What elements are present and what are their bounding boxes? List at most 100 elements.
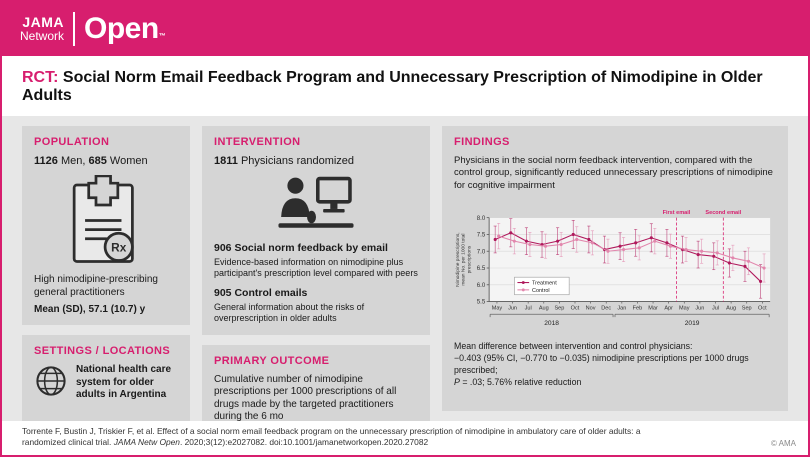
- citation: Torrente F, Bustin J, Triskier F, et al.…: [22, 426, 662, 448]
- svg-text:2018: 2018: [544, 320, 559, 327]
- svg-text:May: May: [679, 305, 690, 311]
- findings-panel: FINDINGS Physicians in the social norm f…: [442, 126, 788, 412]
- svg-text:Nimodipine prescriptions,: Nimodipine prescriptions,: [455, 232, 461, 287]
- randomized-label: Physicians randomized: [240, 155, 355, 167]
- intervention-panel: INTERVENTION 1811 Physicians randomized: [202, 126, 430, 335]
- trademark-symbol: ™: [158, 33, 166, 40]
- svg-text:6.0: 6.0: [477, 282, 486, 289]
- article-title: RCT: Social Norm Email Feedback Program …: [2, 56, 808, 116]
- svg-text:2019: 2019: [685, 320, 700, 327]
- intervention-heading: INTERVENTION: [214, 136, 301, 148]
- primary-outcome-text: Cumulative number of nimodipine prescrip…: [214, 373, 397, 422]
- svg-text:Apr: Apr: [664, 305, 673, 311]
- settings-panel: SETTINGS / LOCATIONS National health car…: [22, 335, 190, 422]
- study-type-tag: RCT:: [22, 69, 59, 86]
- svg-text:Oct: Oct: [758, 305, 767, 311]
- settings-heading: SETTINGS / LOCATIONS: [34, 345, 171, 357]
- p-value-symbol: P: [454, 376, 460, 387]
- svg-text:Dec: Dec: [601, 305, 611, 311]
- group2-description: General information about the risks of o…: [214, 301, 365, 324]
- svg-text:Jul: Jul: [712, 305, 719, 311]
- copyright-notice: © AMA: [770, 439, 796, 448]
- women-label: Women: [109, 155, 148, 167]
- svg-text:Aug: Aug: [539, 305, 549, 311]
- intervention-group-1: 906 Social norm feedback by email Eviden…: [214, 242, 418, 280]
- citation-journal: JAMA Netw Open: [113, 437, 180, 448]
- findings-summary: Physicians in the social norm feedback i…: [454, 155, 773, 191]
- svg-text:Nov: Nov: [586, 305, 596, 311]
- main-content: POPULATION 1126 Men, 685 Women R: [2, 116, 808, 422]
- brand-jama: JAMA: [22, 14, 65, 31]
- svg-text:Jul: Jul: [525, 305, 532, 311]
- population-icon-wrap: Rx: [34, 175, 178, 266]
- result-line-3: P = .03; 5.76% relative reduction: [454, 377, 776, 389]
- logo-wordmark: JAMA Network: [20, 15, 64, 42]
- findings-chart: 5.5 6.0 6.5 7.0 7.5 8.0 May Jun Jul Aug Sep Oct Nov D…: [454, 204, 776, 329]
- prescription-pad-icon: Rx: [72, 175, 134, 263]
- citation-text-1: Torrente F, Bustin J, Triskier F, et al.…: [22, 426, 641, 448]
- group1-count: 906: [214, 242, 232, 254]
- footer: Torrente F, Bustin J, Triskier F, et al.…: [2, 421, 808, 455]
- group1-description: Evidence-based information on nimodipine…: [214, 256, 418, 279]
- findings-heading: FINDINGS: [454, 136, 510, 148]
- settings-row: National health care system for older ad…: [34, 364, 178, 402]
- intervention-icon-wrap: [214, 175, 418, 234]
- intervention-group-2: 905 Control emails General information a…: [214, 287, 418, 325]
- svg-text:May: May: [492, 305, 503, 311]
- svg-text:Sep: Sep: [742, 305, 752, 311]
- brand-open-text: Open: [84, 12, 159, 45]
- primary-outcome-panel: PRIMARY OUTCOME Cumulative number of nim…: [202, 344, 430, 422]
- svg-text:mean No. per 1000 total: mean No. per 1000 total: [461, 234, 467, 286]
- result-line-2: −0.403 (95% CI, −0.770 to −0.035) nimodi…: [454, 352, 749, 375]
- svg-text:Aug: Aug: [726, 305, 736, 311]
- column-population: POPULATION 1126 Men, 685 Women R: [22, 126, 190, 422]
- svg-text:Jun: Jun: [508, 305, 517, 311]
- svg-text:Control: Control: [532, 288, 550, 294]
- population-heading: POPULATION: [34, 136, 110, 148]
- group1-label-line: 906 Social norm feedback by email: [214, 242, 418, 255]
- globe-icon: [36, 366, 66, 396]
- svg-text:6.5: 6.5: [477, 265, 486, 272]
- svg-text:7.0: 7.0: [477, 248, 486, 255]
- primary-outcome-heading: PRIMARY OUTCOME: [214, 354, 330, 367]
- p-value-rest: = .03; 5.76% relative reduction: [459, 376, 582, 387]
- logo-divider: [73, 12, 76, 46]
- column-intervention: INTERVENTION 1811 Physicians randomized: [202, 126, 430, 422]
- citation-text-2: . 2020;3(12):e2027082. doi:10.1001/jaman…: [179, 437, 429, 448]
- column-findings: FINDINGS Physicians in the social norm f…: [442, 126, 788, 412]
- group2-count: 905: [214, 286, 232, 299]
- settings-text: National health care system for older ad…: [76, 364, 172, 400]
- women-count: 685: [88, 155, 107, 167]
- svg-text:8.0: 8.0: [477, 215, 486, 222]
- men-count: 1126: [34, 155, 58, 167]
- group2-label-line: 905 Control emails: [214, 287, 418, 300]
- men-label: Men,: [60, 155, 86, 167]
- jama-header: JAMA Network Open™: [2, 2, 808, 56]
- population-description: High nimodipine-prescribing general prac…: [34, 274, 158, 298]
- result-line-1: Mean difference between intervention and…: [454, 340, 693, 351]
- population-panel: POPULATION 1126 Men, 685 Women R: [22, 126, 190, 325]
- brand-network: Network: [20, 29, 65, 44]
- article-title-text: Social Norm Email Feedback Program and U…: [22, 69, 763, 104]
- group1-label: Social norm feedback by email: [234, 242, 388, 254]
- svg-text:First email: First email: [663, 210, 691, 216]
- svg-text:Rx: Rx: [111, 240, 127, 254]
- svg-text:Feb: Feb: [633, 305, 643, 311]
- brand-open: Open™: [84, 12, 166, 45]
- group2-label: Control emails: [234, 286, 308, 299]
- svg-text:5.5: 5.5: [477, 299, 486, 306]
- jama-network-open-logo[interactable]: JAMA Network Open™: [20, 12, 166, 46]
- svg-text:Jun: Jun: [695, 305, 704, 311]
- svg-text:Oct: Oct: [571, 305, 580, 311]
- physician-computer-icon: [278, 176, 354, 228]
- svg-text:Second email: Second email: [705, 210, 741, 216]
- randomized-line: 1811 Physicians randomized: [214, 155, 418, 167]
- population-counts: 1126 Men, 685 Women: [34, 155, 178, 167]
- svg-text:Jan: Jan: [617, 305, 626, 311]
- findings-results: Mean difference between intervention and…: [454, 341, 776, 389]
- svg-text:Sep: Sep: [554, 305, 564, 311]
- randomized-count: 1811: [214, 155, 238, 167]
- svg-text:Mar: Mar: [648, 305, 658, 311]
- population-mean-age: Mean (SD), 57.1 (10.7) y: [34, 304, 146, 315]
